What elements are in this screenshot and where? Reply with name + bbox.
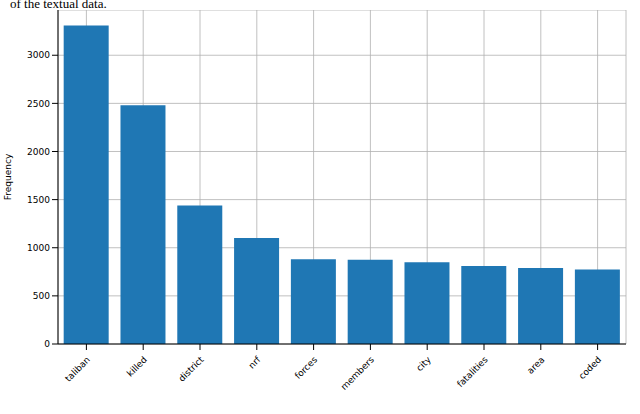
svg-text:Frequency: Frequency (8, 153, 13, 200)
svg-text:area: area (525, 355, 546, 376)
svg-text:city: city (414, 354, 433, 373)
svg-text:0: 0 (44, 339, 50, 349)
svg-text:2500: 2500 (27, 99, 50, 109)
svg-text:forces: forces (293, 354, 320, 381)
svg-text:district: district (177, 354, 206, 383)
svg-text:2000: 2000 (27, 147, 50, 157)
svg-text:fatalities: fatalities (455, 354, 490, 389)
svg-text:coded: coded (577, 355, 603, 381)
svg-text:members: members (339, 354, 376, 391)
svg-text:1500: 1500 (27, 195, 50, 205)
svg-text:3000: 3000 (27, 50, 50, 60)
svg-text:1000: 1000 (27, 243, 50, 253)
svg-text:500: 500 (33, 291, 50, 301)
svg-text:nrf: nrf (246, 354, 263, 371)
svg-text:killed: killed (125, 355, 149, 379)
svg-text:taliban: taliban (63, 355, 92, 384)
